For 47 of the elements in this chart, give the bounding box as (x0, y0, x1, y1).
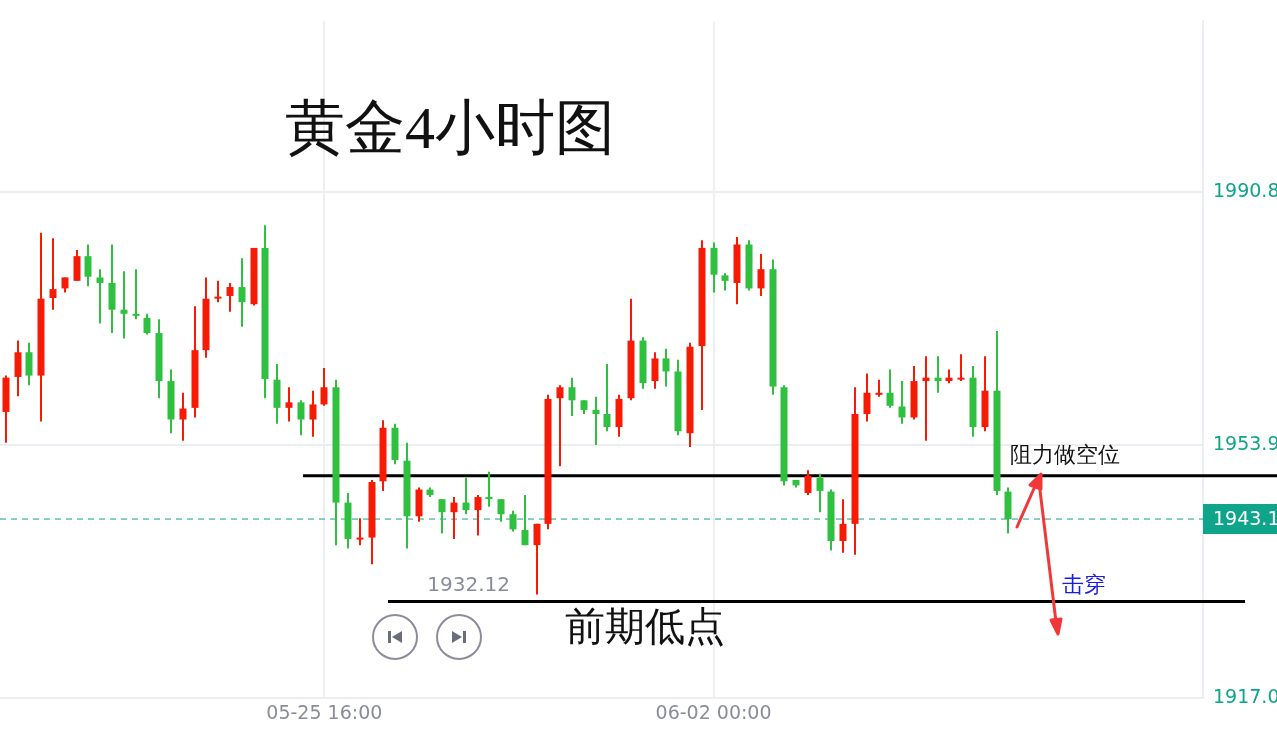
candlestick (509, 509, 517, 533)
candlestick (96, 268, 104, 325)
candlestick (568, 376, 576, 418)
candlestick (485, 470, 493, 508)
candlestick (25, 341, 33, 387)
text: 黄金4小时图 (285, 94, 615, 163)
annotation: 1932.12 (427, 572, 510, 597)
candlestick (533, 522, 541, 596)
candlestick (863, 372, 871, 423)
candlestick (662, 347, 670, 388)
candlestick (592, 395, 600, 446)
candlestick (497, 498, 505, 523)
candlestick (320, 367, 328, 407)
candlestick (438, 498, 446, 535)
candlestick (957, 353, 965, 383)
candlestick (886, 368, 894, 409)
x-tick-label: 06-02 00:00 (655, 700, 772, 723)
candlestick (450, 496, 458, 540)
ref-line-label: 1943.1 (1213, 506, 1277, 529)
candlestick (462, 476, 470, 516)
candlestick (651, 351, 659, 390)
candlestick (309, 389, 317, 438)
candlestick (179, 391, 187, 442)
x-tick-label: 05-25 16:00 (266, 700, 383, 723)
candlestick (757, 253, 765, 297)
candlestick (120, 270, 128, 340)
ref-line-label: 前期低点 (565, 603, 725, 649)
candlestick (521, 494, 529, 547)
candlestick (297, 399, 305, 437)
candlestick (143, 312, 151, 336)
candlestick (474, 494, 482, 537)
candlestick (226, 281, 234, 313)
candlestick (214, 279, 222, 304)
candlestick (556, 384, 564, 468)
candlestick (132, 268, 140, 321)
ref-line-label: 阻力做空位 (1010, 441, 1120, 467)
candlestick (898, 380, 906, 425)
candlestick (804, 469, 812, 497)
candlestick (603, 362, 611, 433)
candlestick (84, 243, 92, 288)
candlestick (285, 386, 293, 423)
candlestick (238, 257, 246, 328)
candlestick (816, 472, 824, 514)
candlestick (49, 237, 57, 311)
candlestick (839, 498, 847, 554)
candlestick (356, 517, 364, 547)
annotation: 击穿 (1062, 571, 1106, 597)
